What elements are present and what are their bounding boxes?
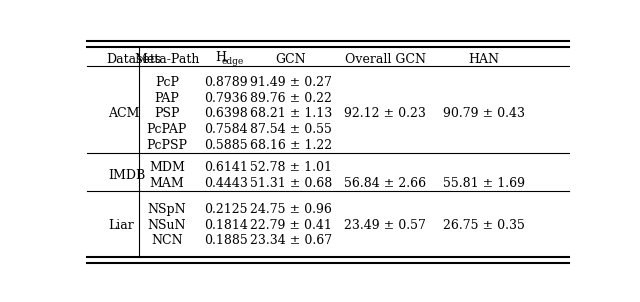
Text: 0.1885: 0.1885 [204,234,248,247]
Text: IMDB: IMDB [108,169,145,182]
Text: PSP: PSP [154,108,180,120]
Text: 22.79 ± 0.41: 22.79 ± 0.41 [250,219,332,232]
Text: 90.79 ± 0.43: 90.79 ± 0.43 [444,108,525,120]
Text: 68.21 ± 1.13: 68.21 ± 1.13 [250,108,332,120]
Text: 0.4443: 0.4443 [204,177,248,190]
Text: Datasets: Datasets [106,53,161,66]
Text: 23.34 ± 0.67: 23.34 ± 0.67 [250,234,332,247]
Text: 24.75 ± 0.96: 24.75 ± 0.96 [250,203,332,216]
Text: Liar: Liar [108,219,134,232]
Text: 68.16 ± 1.22: 68.16 ± 1.22 [250,139,332,152]
Text: Overall GCN: Overall GCN [344,53,426,66]
Text: H: H [215,51,226,64]
Text: 0.7936: 0.7936 [205,92,248,105]
Text: NCN: NCN [151,234,182,247]
Text: MDM: MDM [149,161,185,174]
Text: 52.78 ± 1.01: 52.78 ± 1.01 [250,161,332,174]
Text: 0.1814: 0.1814 [204,219,248,232]
Text: 0.7584: 0.7584 [205,123,248,136]
Text: GCN: GCN [275,53,306,66]
Text: PcPAP: PcPAP [147,123,187,136]
Text: PcPSP: PcPSP [147,139,188,152]
Text: 0.6398: 0.6398 [204,108,248,120]
Text: Meta-Path: Meta-Path [134,53,200,66]
Text: ACM: ACM [108,108,140,120]
Text: PcP: PcP [155,76,179,89]
Text: HAN: HAN [468,53,500,66]
Text: MAM: MAM [149,177,184,190]
Text: 0.2125: 0.2125 [205,203,248,216]
Text: 23.49 ± 0.57: 23.49 ± 0.57 [344,219,426,232]
Text: 51.31 ± 0.68: 51.31 ± 0.68 [250,177,332,190]
Text: 0.6141: 0.6141 [204,161,248,174]
Text: 55.81 ± 1.69: 55.81 ± 1.69 [444,177,525,190]
Text: 0.5885: 0.5885 [205,139,248,152]
Text: 26.75 ± 0.35: 26.75 ± 0.35 [444,219,525,232]
Text: 89.76 ± 0.22: 89.76 ± 0.22 [250,92,332,105]
Text: PAP: PAP [154,92,179,105]
Text: 0.8789: 0.8789 [205,76,248,89]
Text: NSuN: NSuN [148,219,186,232]
Text: 87.54 ± 0.55: 87.54 ± 0.55 [250,123,332,136]
Text: 56.84 ± 2.66: 56.84 ± 2.66 [344,177,426,190]
Text: 92.12 ± 0.23: 92.12 ± 0.23 [344,108,426,120]
Text: NSpN: NSpN [147,203,186,216]
Text: 91.49 ± 0.27: 91.49 ± 0.27 [250,76,332,89]
Text: edge: edge [221,57,244,66]
